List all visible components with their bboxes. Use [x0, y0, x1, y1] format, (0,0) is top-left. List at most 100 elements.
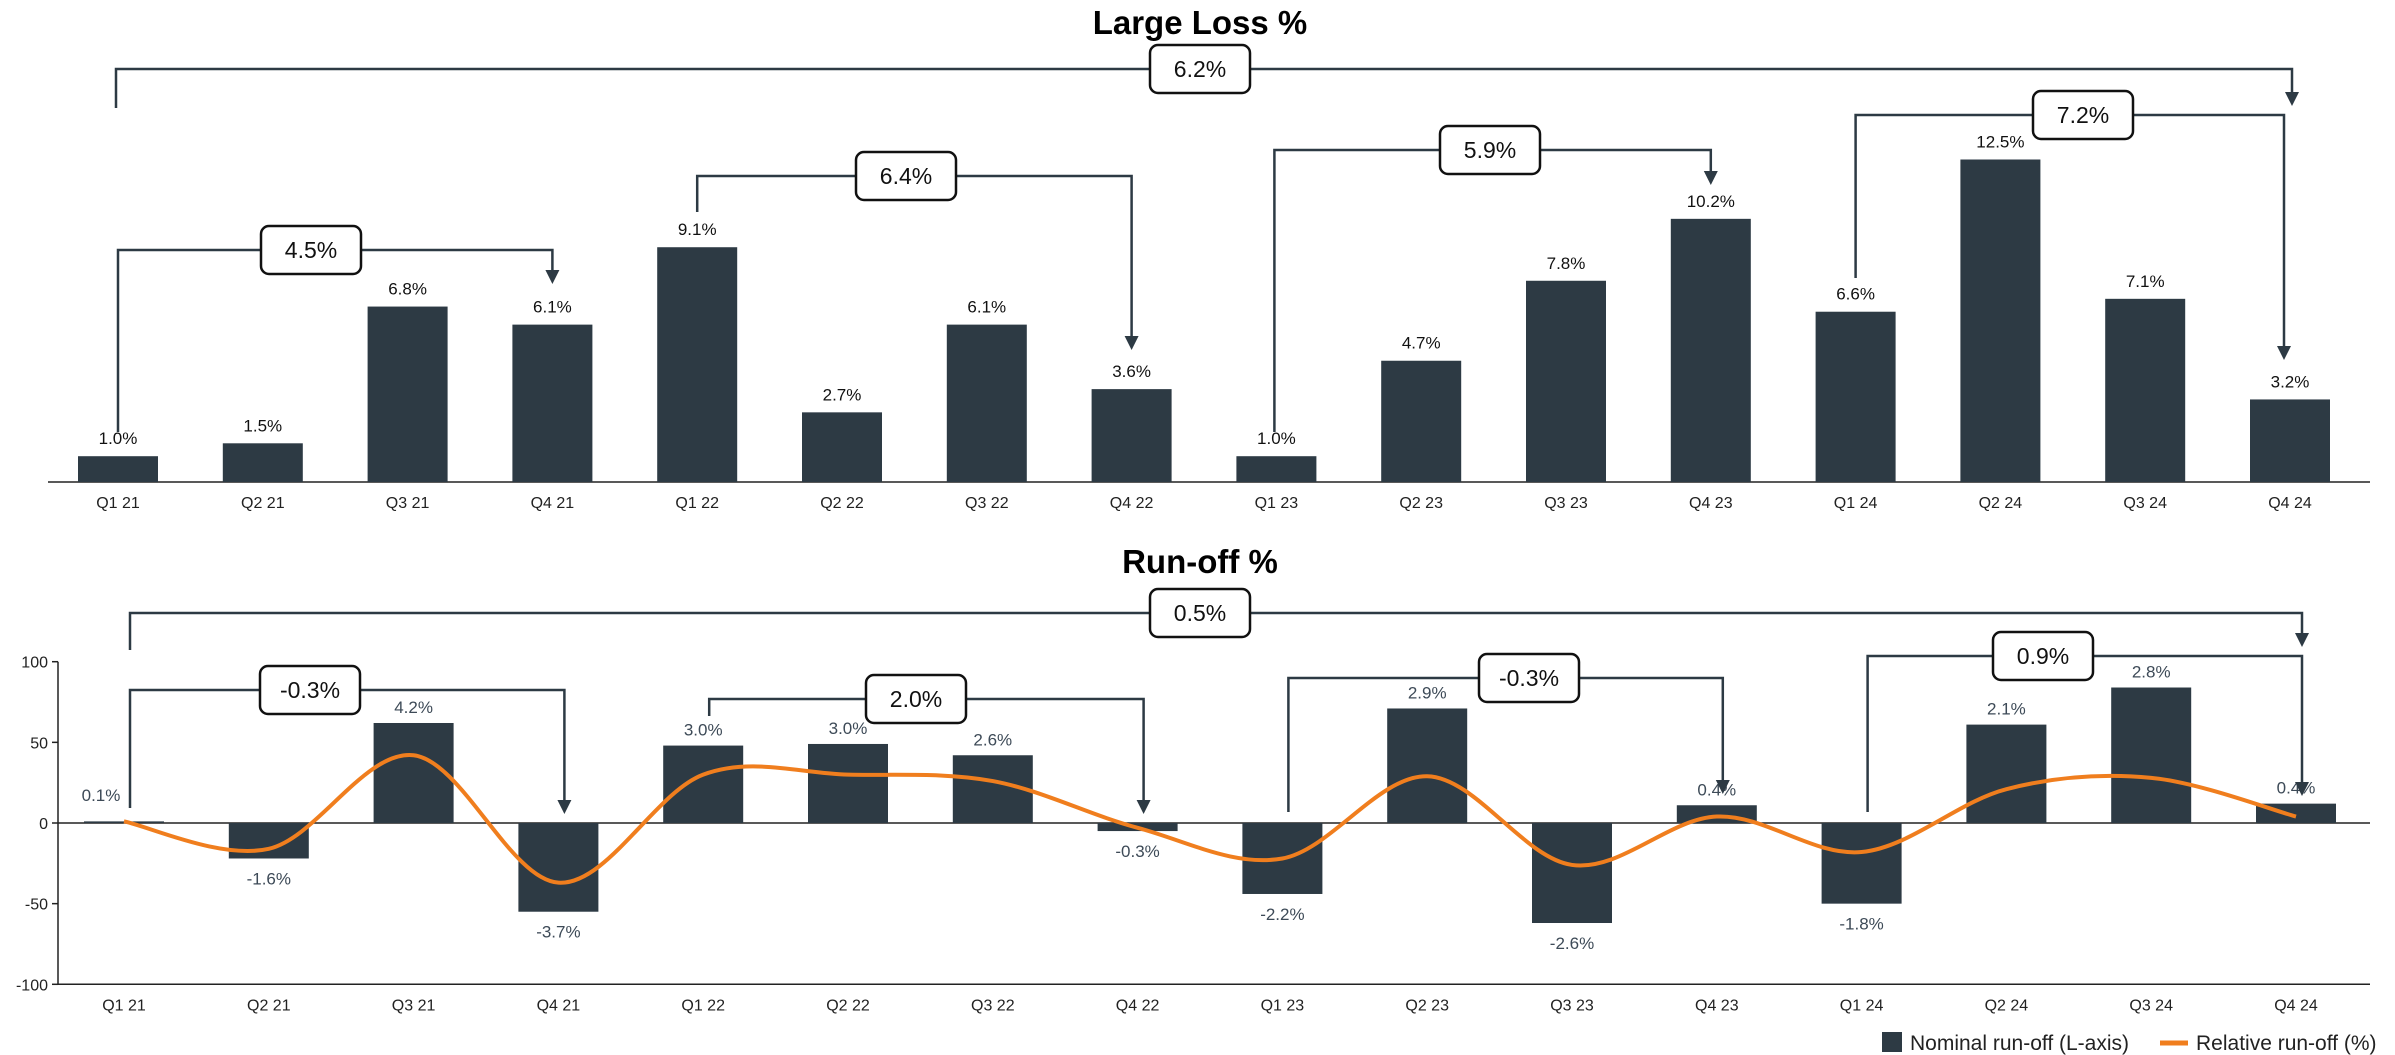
chart-title-large-loss: Large Loss % — [1093, 4, 1308, 41]
bottom-bar-value-label: 2.8% — [2132, 663, 2171, 682]
top-bar-value-label: 6.1% — [533, 298, 572, 317]
top-x-tick-label: Q1 23 — [1255, 495, 1299, 512]
bottom-bar-value-label: -2.6% — [1550, 934, 1594, 953]
bottom-bar-value-label: 0.1% — [82, 786, 121, 805]
bottom-bar-value-label: 0.4% — [2277, 779, 2316, 798]
bottom-bar-value-label: 2.6% — [973, 730, 1012, 749]
top-bar — [1526, 280, 1606, 482]
bottom-3-callout-label: -0.3% — [1499, 665, 1559, 691]
top-bar — [222, 443, 303, 482]
bottom-bar — [2111, 687, 2192, 823]
top-bar-value-label: 7.8% — [1547, 254, 1586, 273]
bottom-bar-value-label: -3.7% — [536, 923, 580, 942]
top-bar-value-label: 6.6% — [1836, 285, 1875, 304]
bottom-x-tick-label: Q4 23 — [1695, 997, 1739, 1014]
top-bar — [2250, 399, 2330, 482]
top-bar — [78, 456, 158, 482]
top-x-tick-label: Q2 23 — [1399, 495, 1443, 512]
top-x-tick-label: Q3 22 — [965, 495, 1009, 512]
bottom-bar-value-label: 3.0% — [684, 721, 723, 740]
top-x-tick-label: Q1 21 — [96, 495, 140, 512]
bottom-2-callout-box — [864, 673, 968, 725]
top-bar-value-label: 3.2% — [2271, 372, 2310, 391]
top-bar — [1815, 311, 1896, 482]
top-bar — [1670, 218, 1751, 482]
bottom-bar-value-label: 2.1% — [1987, 700, 2026, 719]
bottom-bar — [808, 743, 888, 823]
bottom-4-callout-label: 0.9% — [2017, 643, 2069, 669]
top-2-callout-label: 6.4% — [880, 163, 932, 189]
top-4-bracket-arrow — [2277, 346, 2291, 360]
top-bar — [2105, 298, 2186, 482]
top-bar-value-label: 12.5% — [1976, 133, 2024, 152]
top-bar-value-label: 1.0% — [99, 429, 138, 448]
bottom-x-tick-label: Q2 22 — [826, 997, 870, 1014]
top-bar — [1236, 456, 1317, 482]
top-bar-value-label: 3.6% — [1112, 362, 1151, 381]
top-x-tick-label: Q3 21 — [386, 495, 430, 512]
bottom-x-tick-label: Q4 24 — [2274, 997, 2318, 1014]
top-x-tick-label: Q2 24 — [1979, 495, 2023, 512]
bottom-x-tick-label: Q2 21 — [247, 997, 291, 1014]
bottom-bar-value-label: 4.2% — [394, 698, 433, 717]
bottom-4-bracket-arrow — [2295, 782, 2309, 796]
bottom-bar — [663, 745, 744, 823]
bottom-x-tick-label: Q4 22 — [1116, 997, 1160, 1014]
top-bar — [946, 324, 1027, 482]
chart-legend: Nominal run-off (L-axis) Relative run-of… — [1882, 1032, 2377, 1055]
bottom-x-tick-label: Q1 24 — [1840, 997, 1884, 1014]
top-bar-value-label: 6.8% — [388, 280, 427, 299]
bottom-3-callout-box — [1477, 652, 1581, 704]
bottom-y-tick-label: -50 — [25, 897, 48, 914]
legend-bar-label: Nominal run-off (L-axis) — [1910, 1032, 2129, 1055]
top-bar-value-label: 1.5% — [243, 416, 282, 435]
bottom-bar — [518, 823, 599, 912]
top-x-tick-label: Q4 23 — [1689, 495, 1733, 512]
top-3-callout-box — [1438, 124, 1542, 176]
top-x-tick-label: Q4 24 — [2268, 495, 2312, 512]
bottom-2-callout-label: 2.0% — [890, 686, 942, 712]
bottom-bar — [1387, 708, 1468, 823]
bottom-bar-value-label: -1.8% — [1839, 915, 1883, 934]
top-bar-value-label: 1.0% — [1257, 429, 1296, 448]
bottom-bar-value-label: 3.0% — [829, 719, 868, 738]
top-x-tick-label: Q1 22 — [675, 495, 719, 512]
top-bar-value-label: 4.7% — [1402, 334, 1441, 353]
bottom-x-tick-label: Q3 23 — [1550, 997, 1594, 1014]
top-bar-value-label: 2.7% — [823, 385, 862, 404]
bottom-x-tick-label: Q3 21 — [392, 997, 436, 1014]
top-bar — [657, 247, 738, 482]
bottom-0-callout-label: 0.5% — [1174, 600, 1226, 626]
top-2-bracket-arrow — [1124, 336, 1139, 350]
bottom-bar-value-label: -2.2% — [1260, 905, 1304, 924]
bottom-1-bracket-arrow — [557, 800, 572, 814]
top-bar-value-label: 10.2% — [1687, 192, 1735, 211]
bottom-x-tick-label: Q3 24 — [2129, 997, 2173, 1014]
top-4-bracket-line — [1854, 113, 2286, 348]
bottom-x-tick-label: Q4 21 — [537, 997, 581, 1014]
bottom-bar-value-label: 2.9% — [1408, 683, 1447, 702]
top-4-callout-box — [2031, 89, 2135, 141]
top-0-callout-label: 6.2% — [1174, 56, 1226, 82]
top-x-tick-label: Q3 24 — [2123, 495, 2167, 512]
large-loss-chart: 1.0% Q1 21 1.5% Q2 21 6.8% Q3 21 6.1% Q4 21 9.1%… — [48, 43, 2370, 512]
top-3-bracket-line — [1273, 148, 1713, 432]
top-bar — [1091, 389, 1172, 482]
top-x-tick-label: Q2 22 — [820, 495, 864, 512]
top-0-bracket-arrow — [2285, 92, 2299, 106]
bottom-bar-value-label: 0.4% — [1697, 780, 1736, 799]
top-x-tick-label: Q4 22 — [1110, 495, 1154, 512]
bottom-bar — [1821, 823, 1902, 904]
bottom-2-bracket-arrow — [1136, 800, 1151, 814]
bottom-x-tick-label: Q1 23 — [1261, 997, 1305, 1014]
top-2-callout-box — [854, 150, 958, 202]
top-bar — [802, 412, 882, 482]
top-1-bracket-arrow — [545, 270, 560, 284]
top-bar — [512, 324, 593, 482]
top-x-tick-label: Q2 21 — [241, 495, 285, 512]
top-1-callout-label: 4.5% — [285, 237, 337, 263]
top-x-tick-label: Q1 24 — [1834, 495, 1878, 512]
bottom-0-bracket-arrow — [2295, 633, 2309, 647]
bottom-bar — [1966, 724, 2047, 823]
